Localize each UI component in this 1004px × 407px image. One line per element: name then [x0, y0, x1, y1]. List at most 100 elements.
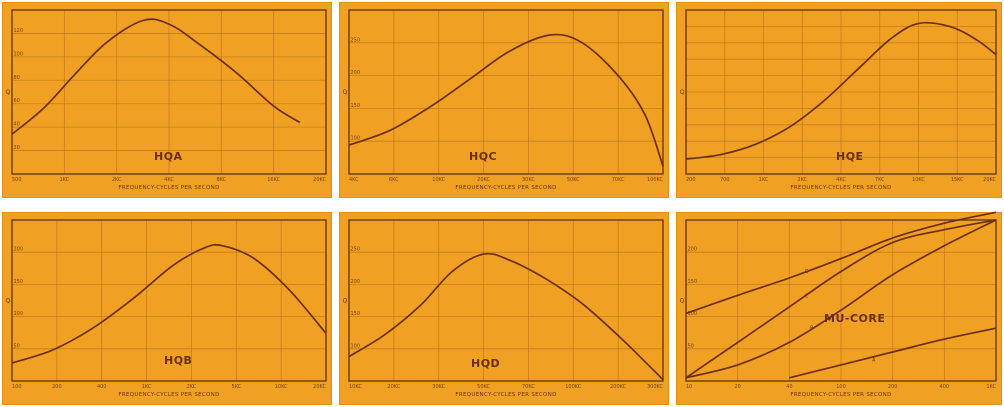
- y-tick-label: 200: [351, 70, 361, 76]
- x-tick-label: 1KC: [59, 177, 69, 183]
- response-curve: [348, 252, 664, 381]
- x-tick-label: 8KC: [216, 177, 226, 183]
- y-tick-label: 200: [688, 247, 698, 253]
- x-tick-label: 20: [734, 384, 740, 390]
- x-axis-title: FREQUENCY-CYCLES PER SECOND: [455, 392, 556, 398]
- y-tick-label: 60: [14, 98, 20, 104]
- x-tick-label: 500: [12, 177, 22, 183]
- x-tick-label: 2KC: [112, 177, 122, 183]
- y-tick-label: 250: [351, 247, 361, 253]
- chart-panel: 4KC 6KC 10KC 20KC 30KC 50KC 70KC 100KC 100 150 200…: [339, 2, 669, 198]
- x-tick-label: 50KC: [477, 384, 490, 390]
- x-tick-label: 200: [686, 177, 696, 183]
- y-axis-title: Q: [680, 89, 685, 96]
- x-tick-label: 200KC: [610, 384, 627, 390]
- chart-svg: 10KC 20KC 30KC 50KC 70KC 100KC 200KC 300KC 100 15…: [343, 219, 664, 398]
- x-tick-label: 300KC: [647, 384, 664, 390]
- response-curve: [11, 243, 327, 364]
- x-tick-label: 200: [52, 384, 62, 390]
- response-curve: [685, 219, 997, 379]
- y-axis-title: Q: [6, 298, 11, 305]
- y-axis-title: Q: [6, 89, 11, 96]
- x-tick-label: 70KC: [522, 384, 535, 390]
- x-tick-label: 2KC: [797, 177, 807, 183]
- chart-panel: 200 700 1KC 2KC 4KC 7KC 10KC 15KC 20KC FREQUENCY-…: [676, 2, 1002, 198]
- curve-label: B: [810, 325, 814, 331]
- x-tick-label: 20KC: [313, 177, 326, 183]
- y-tick-label: 150: [351, 103, 361, 109]
- plot-frame: [685, 9, 997, 175]
- curve-label: D: [805, 269, 809, 275]
- x-tick-label: 30KC: [522, 177, 535, 183]
- x-tick-label: 100KC: [647, 177, 664, 183]
- x-tick-label: 200: [888, 384, 898, 390]
- y-tick-label: 200: [351, 279, 361, 285]
- chart-title: HQC: [469, 150, 497, 163]
- response-curve: [685, 219, 997, 379]
- y-tick-label: 100: [14, 311, 24, 317]
- curve-label: A: [872, 358, 876, 364]
- chart-title: MU-CORE: [824, 312, 885, 325]
- x-tick-label: 50KC: [567, 177, 580, 183]
- x-tick-label: 10KC: [432, 177, 445, 183]
- x-tick-label: 1KC: [986, 384, 996, 390]
- plot-frame: [685, 219, 997, 382]
- x-tick-label: 10KC: [912, 177, 925, 183]
- y-tick-label: 150: [14, 279, 24, 285]
- chart-svg: 4KC 6KC 10KC 20KC 30KC 50KC 70KC 100KC 100 150 200…: [343, 9, 664, 191]
- chart-title: HQB: [164, 354, 192, 367]
- chart-svg: 10 20 40 100 200 400 1KC 50 100 150 200 FREQUENCY-C…: [680, 211, 997, 398]
- plot-frame: [348, 9, 664, 175]
- x-tick-label: 400: [940, 384, 950, 390]
- chart-panel: 100 200 400 1KC 2KC 5KC 10KC 20KC 50 100 150 200 FRE…: [2, 212, 332, 405]
- x-tick-label: 1KC: [142, 384, 152, 390]
- x-tick-label: 5KC: [231, 384, 241, 390]
- response-curve: [685, 211, 997, 315]
- x-tick-label: 30KC: [432, 384, 445, 390]
- y-tick-label: 100: [688, 311, 698, 317]
- chart-svg: 500 1KC 2KC 4KC 8KC 16KC 20KC 20 40 60 80 100 120 FRE…: [6, 9, 327, 191]
- chart-panel: 500 1KC 2KC 4KC 8KC 16KC 20KC 20 40 60 80 100 120 FRE…: [2, 2, 332, 198]
- x-tick-label: 1KC: [759, 177, 769, 183]
- x-tick-label: 100: [12, 384, 22, 390]
- plot-frame: [11, 9, 327, 175]
- x-axis-title: FREQUENCY-CYCLES PER SECOND: [790, 185, 891, 191]
- x-tick-label: 7KC: [875, 177, 885, 183]
- curve-label: C: [805, 293, 809, 299]
- x-tick-label: 20KC: [983, 177, 996, 183]
- y-tick-label: 100: [351, 136, 361, 142]
- y-tick-label: 100: [14, 51, 24, 57]
- x-tick-label: 4KC: [164, 177, 174, 183]
- y-tick-label: 200: [14, 247, 24, 253]
- chart-title: HQA: [154, 150, 183, 163]
- response-curve: [348, 33, 664, 167]
- x-tick-label: 700: [720, 177, 730, 183]
- x-axis-title: FREQUENCY-CYCLES PER SECOND: [118, 185, 219, 191]
- x-tick-label: 20KC: [313, 384, 326, 390]
- chart-panel: 10KC 20KC 30KC 50KC 70KC 100KC 200KC 300KC 100 15…: [339, 212, 669, 405]
- chart-panel: 10 20 40 100 200 400 1KC 50 100 150 200 FREQUENCY-C…: [676, 211, 1002, 405]
- x-axis-title: FREQUENCY-CYCLES PER SECOND: [118, 392, 219, 398]
- plot-frame: [11, 219, 327, 382]
- y-tick-label: 50: [688, 343, 694, 349]
- y-tick-label: 120: [14, 28, 24, 34]
- x-tick-label: 100: [836, 384, 846, 390]
- x-axis-title: FREQUENCY-CYCLES PER SECOND: [455, 185, 556, 191]
- response-curve: [789, 327, 997, 379]
- y-tick-label: 150: [351, 311, 361, 317]
- x-tick-label: 10KC: [349, 384, 362, 390]
- x-axis-title: FREQUENCY-CYCLES PER SECOND: [790, 392, 891, 398]
- chart-title: HQD: [471, 357, 500, 370]
- y-axis-title: Q: [343, 89, 348, 96]
- y-tick-label: 150: [688, 279, 698, 285]
- x-tick-label: 40: [786, 384, 792, 390]
- y-tick-label: 250: [351, 37, 361, 43]
- chart-svg: 200 700 1KC 2KC 4KC 7KC 10KC 15KC 20KC FREQUENCY-…: [680, 9, 997, 191]
- x-tick-label: 4KC: [349, 177, 359, 183]
- y-axis-title: Q: [680, 298, 685, 305]
- x-tick-label: 10: [686, 384, 692, 390]
- response-curve: [11, 18, 301, 135]
- plot-frame: [348, 219, 664, 382]
- x-tick-label: 15KC: [951, 177, 964, 183]
